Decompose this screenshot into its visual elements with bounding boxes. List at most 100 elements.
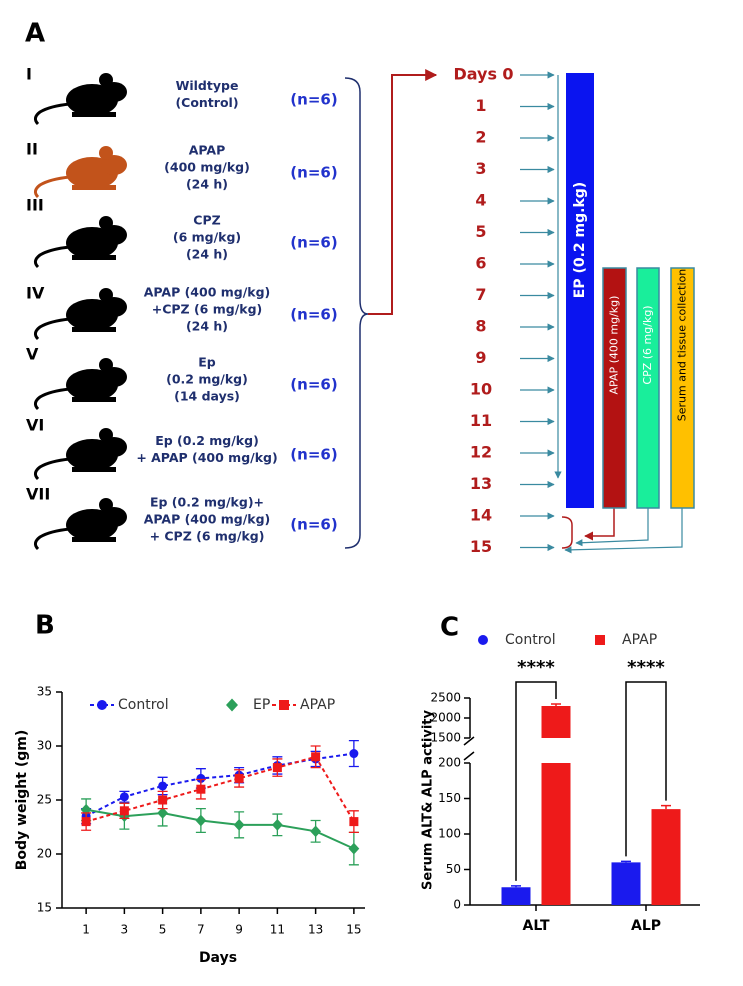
day-label: 7 (475, 285, 486, 304)
mouse-head (101, 367, 127, 387)
treatment-text: Ep (0.2 mg/kg) (155, 433, 259, 448)
mouse-feet (72, 397, 116, 402)
y-tick-label: 15 (37, 901, 52, 915)
day-label: 2 (475, 128, 486, 147)
y-axis-label: Serum ALT& ALP activity (421, 709, 436, 890)
bar (651, 809, 681, 905)
day-label: 14 (470, 506, 492, 525)
mouse-head (101, 82, 127, 102)
mouse-ear (99, 498, 113, 512)
y-tick-label: 2000 (430, 711, 461, 725)
error-bar (551, 703, 561, 706)
timeline-bar (566, 73, 594, 508)
error-bar (621, 860, 631, 863)
mouse-ear (99, 288, 113, 302)
marker (195, 814, 207, 827)
group-numeral: I (26, 65, 32, 84)
y-tick-label: 20 (37, 847, 52, 861)
timeline-bar (602, 267, 627, 509)
x-tick-label: ALT (523, 918, 550, 934)
mouse-icon (33, 358, 127, 411)
marker (158, 781, 168, 791)
group-size: (n=6) (290, 234, 337, 252)
day-label: 13 (470, 474, 492, 493)
y-tick-label: 1500 (430, 731, 461, 745)
group-numeral: IV (26, 284, 45, 303)
treatment-text: APAP (400 mg/kg) (144, 285, 271, 300)
marker (271, 818, 283, 831)
treatment-text: (24 h) (186, 319, 228, 334)
y-tick-label: 35 (37, 685, 52, 699)
mouse-tail (33, 317, 71, 341)
day-label: 11 (470, 411, 492, 430)
mouse-head (101, 297, 127, 317)
x-tick-label: 9 (235, 923, 243, 937)
panel-label: C (440, 613, 459, 643)
group-numeral: VII (26, 485, 50, 504)
day-label: 5 (475, 222, 486, 241)
marker (80, 803, 92, 816)
mouse-ear (99, 146, 113, 160)
day-label: 6 (475, 254, 486, 273)
y-axis-label: Body weight (gm) (14, 730, 30, 871)
legend-label: APAP (300, 697, 335, 713)
connector-arrow (368, 69, 438, 315)
group-size: (n=6) (290, 376, 337, 394)
treatment-text: APAP (189, 143, 226, 158)
legend-label: Control (505, 632, 556, 648)
treatment-text: (24 h) (186, 247, 228, 262)
bar-label: EP (0.2 mg.kg) (572, 182, 588, 298)
legend-label: EP (253, 697, 270, 713)
cpz-arrow (575, 508, 649, 547)
significance-label: **** (627, 657, 665, 678)
day-label: 1 (475, 96, 486, 115)
group-size: (n=6) (290, 306, 337, 324)
x-tick-label: 13 (308, 923, 323, 937)
marker (81, 817, 91, 827)
day-label: 4 (475, 191, 486, 210)
mouse-icon (33, 216, 127, 269)
bar (501, 887, 531, 905)
error-bar (661, 804, 671, 810)
group-numeral: III (26, 196, 44, 215)
error-bar (511, 885, 521, 888)
mouse-tail (33, 175, 71, 199)
days-label: Days (453, 65, 497, 84)
treatment-text: (Control) (175, 95, 238, 110)
mouse-ear (99, 358, 113, 372)
x-tick-label: 15 (346, 923, 361, 937)
apap-arrow (584, 508, 615, 541)
marker (158, 795, 168, 805)
marker (348, 842, 360, 855)
marker (310, 825, 322, 838)
treatment-text: (24 h) (186, 177, 228, 192)
marker (157, 807, 169, 819)
marker (349, 817, 359, 827)
x-tick-label: 1 (82, 923, 90, 937)
marker (196, 773, 206, 783)
marker (119, 806, 129, 816)
treatment-text: +CPZ (6 mg/kg) (152, 302, 263, 317)
marker (226, 698, 238, 712)
y-tick-label: 2500 (430, 691, 461, 705)
day-label: 10 (470, 380, 492, 399)
significance-label: **** (517, 657, 555, 678)
timeline-bar (670, 267, 695, 509)
mouse-tail (33, 102, 71, 126)
axis-break (463, 736, 475, 761)
day-label: 8 (475, 317, 486, 336)
y-tick-label: 25 (37, 793, 52, 807)
group-size: (n=6) (290, 91, 337, 109)
marker (279, 700, 289, 710)
mouse-icon (33, 288, 127, 341)
panel-label: A (25, 19, 45, 49)
series-line (85, 752, 355, 818)
group-size: (n=6) (290, 516, 337, 534)
x-tick-label: ALP (631, 918, 661, 934)
treatment-text: + CPZ (6 mg/kg) (150, 529, 265, 544)
marker (119, 792, 129, 802)
significance-bracket (625, 681, 667, 857)
mouse-head (101, 155, 127, 175)
end-bracket (561, 516, 573, 549)
marker (97, 700, 107, 710)
